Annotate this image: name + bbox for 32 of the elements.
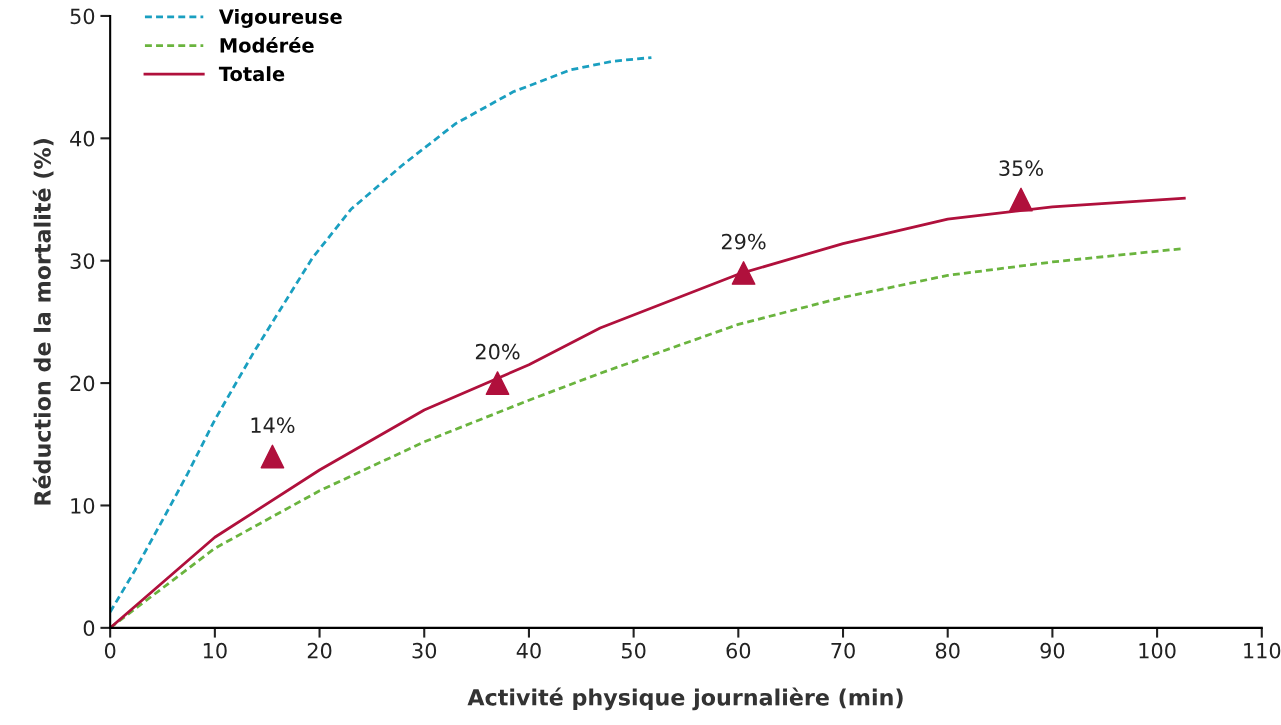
x-tick-label: 40 <box>516 642 541 659</box>
y-tick-label: 50 <box>70 8 95 25</box>
y-tick-label: 40 <box>70 130 95 147</box>
x-axis-title: Activité physique journalière (min) <box>467 687 903 711</box>
y-tick-label: 10 <box>71 497 95 514</box>
y-tick-label: 20 <box>70 375 95 392</box>
x-tick-label: 50 <box>621 642 646 659</box>
x-tick-label: 20 <box>307 642 332 659</box>
x-tick-label: 110 <box>1244 642 1281 659</box>
point <box>731 261 756 285</box>
x-tick-label: 60 <box>726 642 751 659</box>
data-label: 20% <box>475 343 520 360</box>
x-tick-label: 30 <box>412 642 437 659</box>
legend-label: Totale <box>218 66 285 82</box>
point <box>485 371 510 395</box>
data-label: 35% <box>999 160 1043 177</box>
y-tick-label: 30 <box>70 253 95 269</box>
x-tick-label: 70 <box>831 642 855 659</box>
point <box>1009 187 1033 212</box>
x-tick-label: 100 <box>1139 642 1176 659</box>
legend-label: Vigoureuse <box>218 8 342 28</box>
x-tick-label: 90 <box>1040 642 1065 659</box>
point <box>260 444 285 469</box>
data-label: 29% <box>721 233 766 250</box>
x-tick-label: 10 <box>203 642 227 659</box>
x-tick-label: 80 <box>935 642 960 659</box>
data-label: 14% <box>251 417 295 434</box>
y-tick-label: 0 <box>83 620 95 637</box>
x-tick-label: 0 <box>104 642 116 659</box>
legend-label: Modérée <box>220 36 314 53</box>
line-series <box>110 56 653 614</box>
y-axis-title: Réduction de la mortalité (%) <box>32 139 54 505</box>
